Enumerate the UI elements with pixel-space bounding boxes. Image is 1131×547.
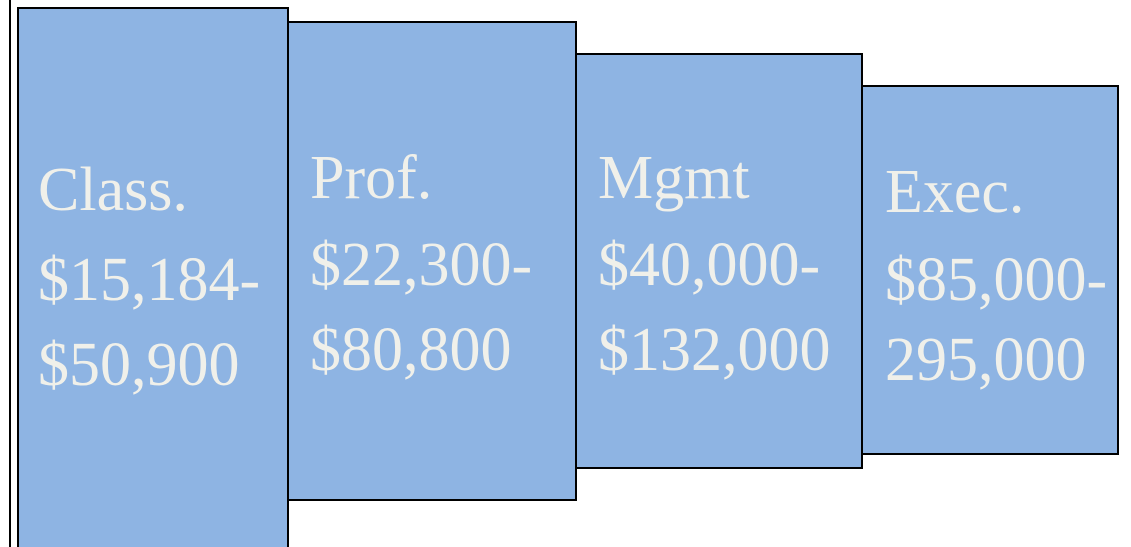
box-range: $22,300- xyxy=(310,231,532,299)
box-range: $132,000 xyxy=(598,316,831,384)
box-title: Exec. xyxy=(885,158,1024,226)
box xyxy=(287,21,577,501)
box-range: $50,900 xyxy=(38,331,240,399)
box-title: Prof. xyxy=(310,144,432,212)
box xyxy=(17,7,289,547)
box-title: Mgmt xyxy=(598,144,750,212)
box-title: Class. xyxy=(38,156,188,224)
box-range: $80,800 xyxy=(310,316,512,384)
box-range: $85,000- xyxy=(885,246,1107,314)
box xyxy=(861,85,1119,455)
box-range: $15,184- xyxy=(38,246,260,314)
box xyxy=(575,53,863,469)
box-range: $40,000- xyxy=(598,231,820,299)
box-range: 295,000 xyxy=(885,326,1087,394)
